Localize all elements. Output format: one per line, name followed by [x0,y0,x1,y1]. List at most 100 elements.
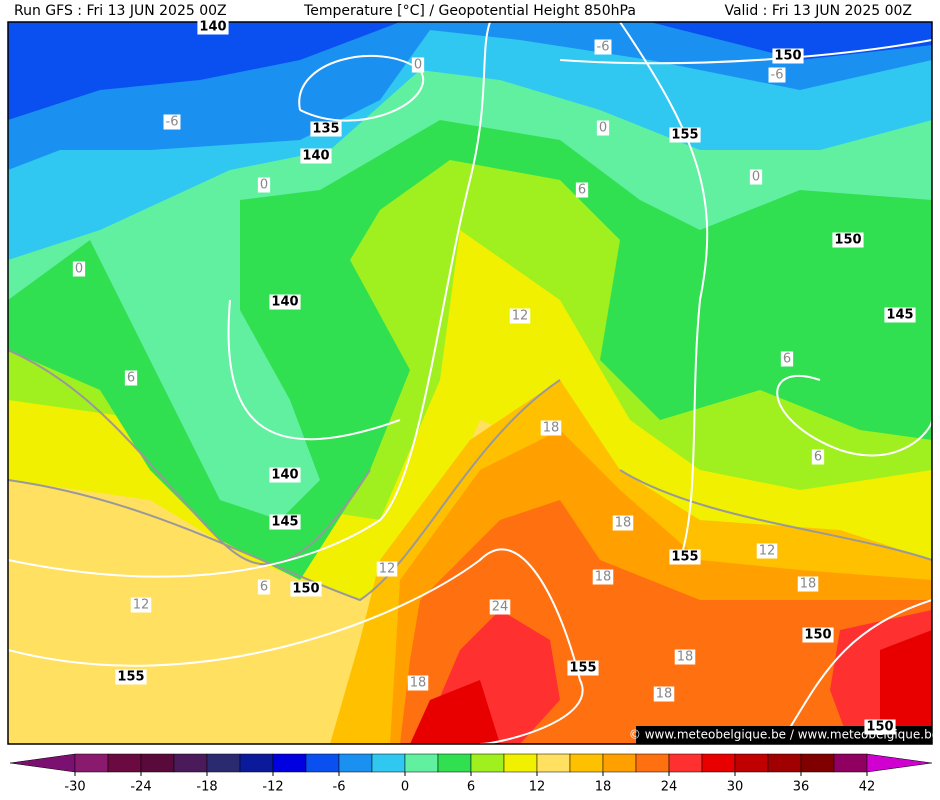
colorbar-segment [503,753,538,773]
isotherm-label-box [674,649,696,665]
height-label-box [669,549,701,565]
isotherm-label: 18 [800,577,817,592]
isotherm-label: 18 [595,570,612,585]
height-label-box [772,48,804,64]
isotherm-label: 0 [599,121,607,136]
isotherm-label: 6 [783,352,791,367]
isotherm-label: 12 [512,309,529,324]
height-label-box [310,121,342,137]
colorbar-segment [602,753,637,773]
isotherm-label-box [163,114,181,130]
isotherm-label: 18 [677,650,694,665]
isotherm-label: 12 [133,598,150,613]
height-label: 155 [671,128,698,143]
colorbar-segment [404,753,439,773]
run-label: Run GFS : Fri 13 JUN 2025 00Z [14,3,227,19]
colorbar-segment [305,753,340,773]
height-label: 135 [312,122,339,137]
isotherm-label-box [653,686,675,702]
height-label-box [864,719,896,735]
isotherm-label-box [376,561,398,577]
colorbar-segment [140,753,175,773]
isotherm-label-box [540,420,562,436]
colorbar-tick-label: -18 [196,780,217,795]
isotherm-label-box [811,449,825,465]
isotherm-label: 0 [260,178,268,193]
height-label: 140 [302,149,329,164]
colorbar-tick-label: -12 [262,780,283,795]
isotherm-label-box [594,39,612,55]
colorbar-segment [668,753,703,773]
isotherm-label-box [257,579,271,595]
height-label: 140 [271,468,298,483]
isotherm-label-box [130,597,152,613]
colorbar: -30 -24 -18 -12 -6 0 6 12 18 24 30 36 42 [9,753,933,795]
isotherm-label: 18 [615,516,632,531]
colorbar-tick-label: 6 [467,780,475,795]
height-label-box [290,581,322,597]
height-label-box [567,660,599,676]
isotherm-label: 12 [759,544,776,559]
colorbar-segment [206,753,241,773]
isotherm-label: -6 [771,68,784,83]
height-label: 150 [292,582,319,597]
isotherm-label: 18 [410,676,427,691]
isotherm-label-box [756,543,778,559]
isotherm-label-box [489,599,511,615]
isotherm-label: 6 [578,183,586,198]
height-label-box [269,294,301,310]
height-label: 150 [866,720,893,735]
map-title: Temperature [°C] / Geopotential Height 8… [303,3,636,19]
isotherm-label: -6 [597,40,610,55]
height-label: 145 [271,515,298,530]
valid-label: Valid : Fri 13 JUN 2025 00Z [724,3,912,19]
colorbar-segment [536,753,571,773]
map: © www.meteobelgique.be / www.meteobelgiq… [7,21,939,745]
colorbar-segment [833,753,868,773]
colorbar-segment [569,753,604,773]
colorbar-tick-label: -24 [130,780,151,795]
colorbar-arrow [9,753,76,773]
isotherm-label-box [596,120,610,136]
isotherm-label: 6 [127,371,135,386]
colorbar-tick-label: 24 [661,780,678,795]
height-label-box [300,148,332,164]
height-label: 150 [774,49,801,64]
colorbar-segment [239,753,274,773]
colorbar-segment [437,753,472,773]
colorbar-segment [701,753,736,773]
colorbar-segment [470,753,505,773]
watermark: © www.meteobelgique.be / www.meteobelgiq… [629,728,939,742]
colorbar-tick-label: 42 [859,780,876,795]
isotherm-label-box [407,675,429,691]
isotherm-label-box [592,569,614,585]
height-label-box [115,669,147,685]
isotherm-label-box [749,169,763,185]
isotherm-label: 24 [492,600,509,615]
contour-labels: 140 135 140 155 150 150 145 140 140 145 150 155 155 1… [72,19,916,735]
isotherm-label-box [780,351,794,367]
isotherm-label: 6 [260,580,268,595]
height-label-box [884,307,916,323]
colorbar-arrow [866,753,933,773]
isotherm-label: 0 [752,170,760,185]
isotherm-label: -6 [166,115,179,130]
height-label: 155 [569,661,596,676]
colorbar-segment [371,753,406,773]
isotherm-label-box [612,515,634,531]
height-label-box [832,232,864,248]
isotherm-label-box [575,182,589,198]
isotherm-label: 18 [543,421,560,436]
isotherm-label: 12 [379,562,396,577]
isotherm-label-box [257,177,271,193]
isotherm-label: 6 [814,450,822,465]
colorbar-tick-label: 18 [595,780,612,795]
colorbar-tick-label: -30 [64,780,85,795]
isotherm-label: 0 [414,58,422,73]
height-label-box [269,514,301,530]
height-label: 155 [671,550,698,565]
height-label-box [802,627,834,643]
height-label: 150 [804,628,831,643]
height-label-box [669,127,701,143]
